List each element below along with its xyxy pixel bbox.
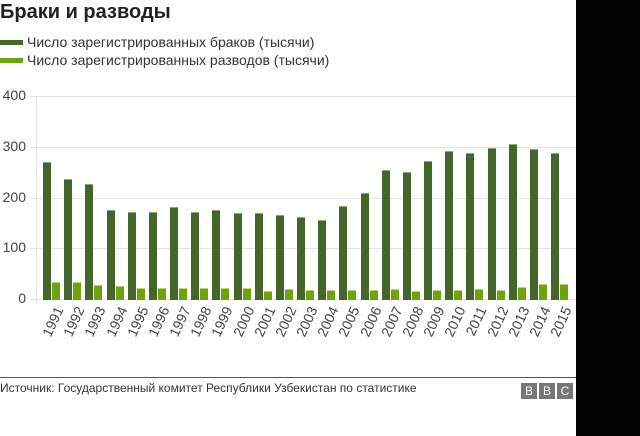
bar-divorces xyxy=(390,289,399,300)
bbc-logo-b2: B xyxy=(539,383,555,399)
bar-divorces xyxy=(73,281,82,300)
bar-marriages xyxy=(127,212,136,300)
bar-divorces xyxy=(496,290,505,300)
chart-title: Браки и разводы xyxy=(0,1,171,23)
bar-divorces xyxy=(411,290,420,300)
bar-divorces xyxy=(157,288,166,300)
legend-swatch-marriages xyxy=(0,39,23,45)
bar-divorces xyxy=(475,289,484,300)
bar-divorces xyxy=(263,290,272,300)
y-axis-line xyxy=(36,96,37,304)
bar-marriages xyxy=(106,209,115,300)
plot-area: 0 100 200 300 400 1991 1992 1993 1994 1995 1996 199… xyxy=(2,87,576,339)
legend-item-divorces: Число зарегистрированных разводов (тысяч… xyxy=(0,51,329,69)
bar-divorces xyxy=(560,284,569,300)
bar-marriages xyxy=(487,147,496,300)
bar-marriages xyxy=(424,161,433,300)
bar-divorces xyxy=(179,287,187,300)
legend: Число зарегистрированных браков (тысячи)… xyxy=(0,33,329,69)
footer-divider xyxy=(0,377,576,378)
bar-divorces xyxy=(538,284,547,300)
bar-divorces xyxy=(52,281,60,300)
bar-divorces xyxy=(517,286,526,300)
bbc-logo: B B C xyxy=(521,383,573,399)
bar-divorces xyxy=(200,287,209,300)
bar-divorces xyxy=(242,288,251,300)
bar-marriages xyxy=(360,193,369,300)
bar-divorces xyxy=(284,289,293,300)
bar-marriages xyxy=(170,207,178,300)
bar-divorces xyxy=(433,290,442,300)
legend-item-marriages: Число зарегистрированных браков (тысячи) xyxy=(0,33,329,51)
bar-marriages xyxy=(212,209,221,300)
bar-marriages xyxy=(381,169,390,300)
chart-canvas: Браки и разводы Число зарегистрированных… xyxy=(0,0,576,436)
bar-marriages xyxy=(43,162,51,300)
bar-divorces xyxy=(94,284,103,300)
bar-divorces xyxy=(136,288,145,300)
legend-swatch-divorces xyxy=(0,57,23,63)
bar-marriages xyxy=(64,179,73,300)
bar-marriages xyxy=(466,153,475,300)
bar-marriages xyxy=(318,220,327,300)
bbc-logo-b1: B xyxy=(521,383,537,399)
bar-marriages xyxy=(339,205,348,300)
bar-divorces xyxy=(327,289,336,300)
bar-divorces xyxy=(348,290,357,300)
bbc-logo-c: C xyxy=(557,383,573,399)
y-tick-label: 0 xyxy=(18,290,26,306)
bar-marriages xyxy=(254,212,263,300)
bar-divorces xyxy=(221,287,230,300)
y-tick-label: 400 xyxy=(2,87,26,103)
bar-marriages xyxy=(85,184,94,300)
y-tick-label: 300 xyxy=(2,138,26,154)
bar-marriages xyxy=(508,144,517,300)
bar-divorces xyxy=(115,286,124,300)
y-tick-label: 100 xyxy=(2,239,26,255)
legend-label-marriages: Число зарегистрированных браков (тысячи) xyxy=(27,34,315,50)
gridline xyxy=(31,96,576,97)
bar-marriages xyxy=(233,213,242,300)
bar-divorces xyxy=(454,289,463,300)
gridline xyxy=(31,147,576,148)
bar-marriages xyxy=(191,212,200,300)
bar-marriages xyxy=(275,215,284,300)
y-tick-label: 200 xyxy=(2,189,26,205)
bar-divorces xyxy=(306,289,314,300)
bar-marriages xyxy=(551,153,560,300)
gridline xyxy=(31,198,576,199)
legend-label-divorces: Число зарегистрированных разводов (тысяч… xyxy=(27,52,330,68)
bar-marriages xyxy=(402,172,411,300)
bar-marriages xyxy=(148,211,157,300)
bar-marriages xyxy=(445,150,454,300)
bar-marriages xyxy=(529,148,538,300)
bar-divorces xyxy=(369,290,378,300)
bar-marriages xyxy=(297,217,305,300)
source-note: Источник: Государственный комитет Респуб… xyxy=(0,381,417,395)
